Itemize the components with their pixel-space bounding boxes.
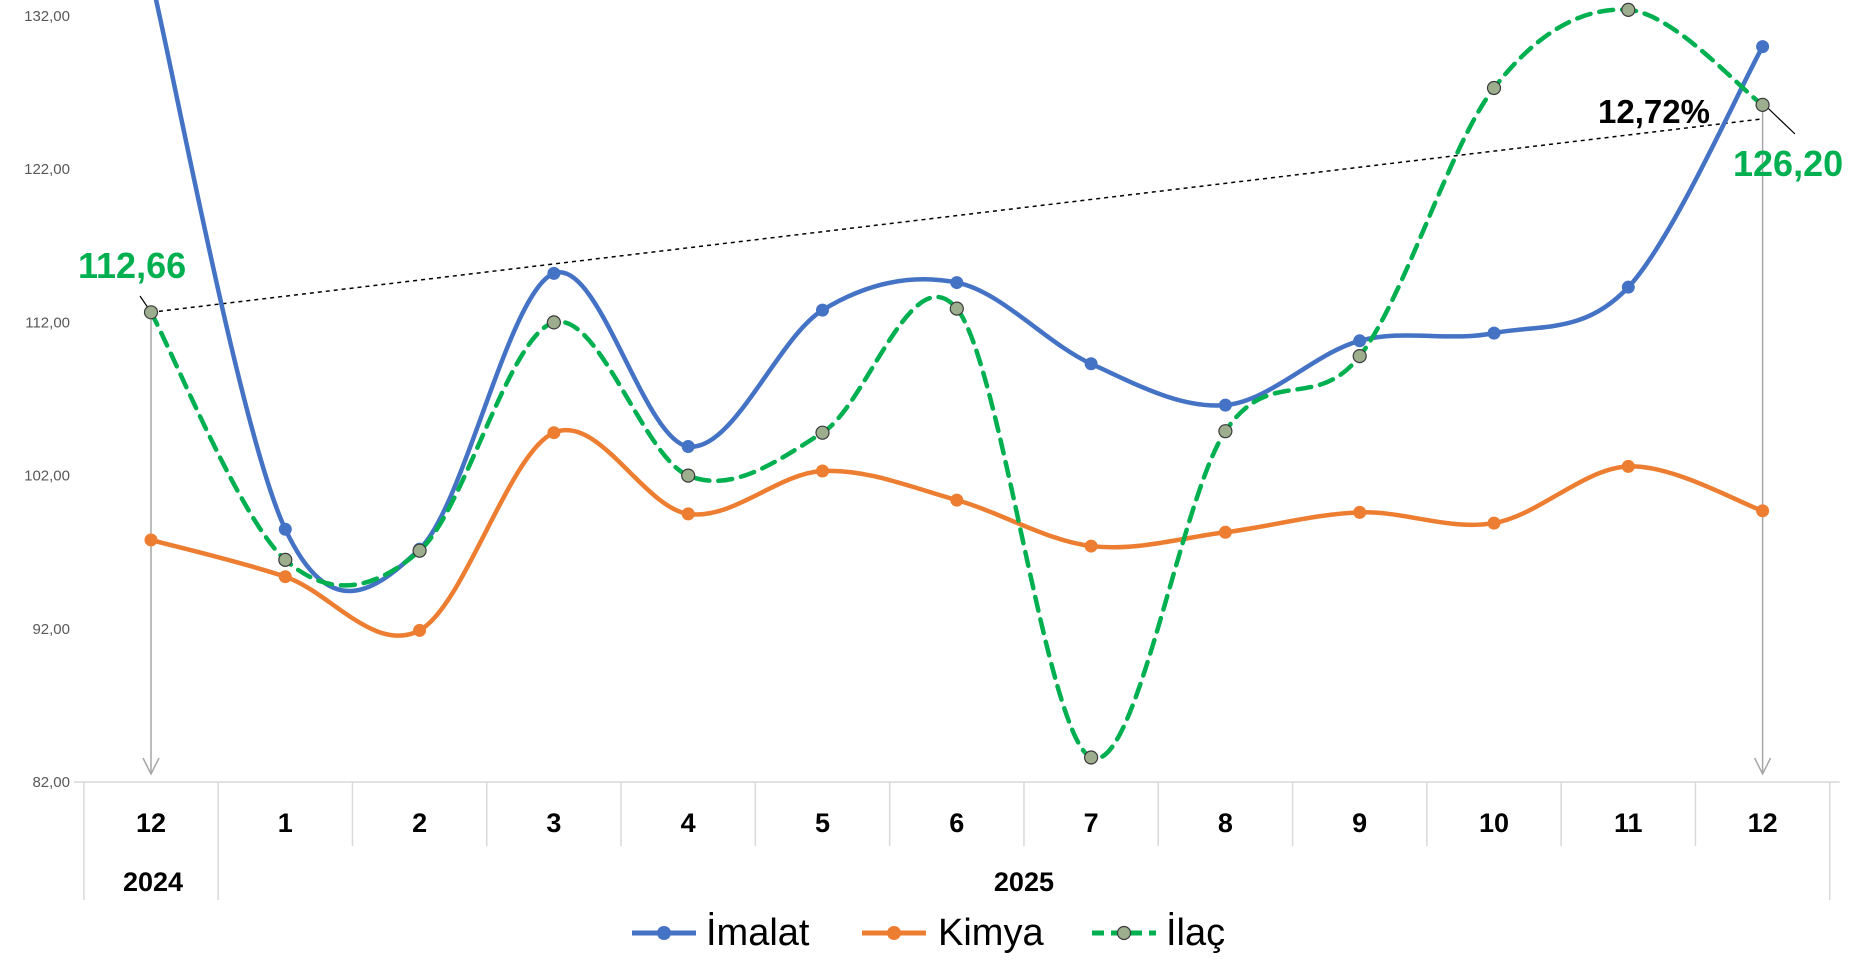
series-2-point (949, 301, 964, 316)
legend-label: İlaç (1166, 911, 1225, 954)
y-tick-label: 92,00 (32, 621, 70, 638)
series-2-point (1755, 97, 1770, 112)
legend-swatch-marker (1116, 925, 1132, 941)
series-0-point (1756, 40, 1770, 54)
x-tick-label: 11 (1614, 808, 1643, 838)
series-1-line (148, 428, 1765, 638)
series-1-point (413, 623, 427, 637)
end-value-label: 126,20 (1733, 143, 1843, 184)
legend-label: Kimya (938, 912, 1044, 954)
series-0-point (547, 266, 561, 280)
series-2-point (1486, 80, 1502, 96)
series-1-point (950, 493, 964, 507)
series-lines (143, 0, 1770, 765)
x-tick-label: 6 (949, 808, 964, 838)
y-tick-label: 112,00 (25, 314, 70, 331)
series-2-point (1083, 750, 1099, 765)
series-1-point (547, 426, 561, 440)
annotation-labels: 112,66 126,20 12,72% (78, 93, 1843, 286)
series-1-point (144, 533, 158, 547)
y-tick-label: 82,00 (32, 774, 70, 791)
legend: İmalat Kimya İlaç (632, 911, 1225, 954)
series-2-line (148, 7, 1765, 761)
y-tick-label: 122,00 (24, 161, 70, 178)
end-leader-line (1766, 106, 1796, 135)
series-1-point (1756, 504, 1770, 518)
series-0-point (1353, 334, 1367, 348)
y-tick-label: 102,00 (24, 468, 70, 485)
x-tick-label: 4 (681, 808, 696, 838)
series-2-point (546, 315, 562, 330)
series-1-point (681, 507, 695, 521)
y-tick-label: 132,00 (24, 8, 70, 25)
series-0-point (950, 276, 964, 290)
legend-label: İmalat (706, 911, 810, 954)
series-0-point (1487, 326, 1501, 340)
legend-swatch-marker (887, 926, 901, 940)
series-1-point (278, 570, 292, 584)
x-tick-label: 12 (136, 808, 166, 838)
x-tick-label: 3 (546, 808, 561, 838)
x-tick-label: 9 (1352, 808, 1367, 838)
x-axis (73, 781, 1840, 900)
legend-swatch-marker (657, 926, 671, 940)
y-axis-ticks: 82,00 92,00 102,00 112,00 122,00 132,00 (24, 8, 70, 791)
x-tick-label: 12 (1748, 808, 1778, 838)
series-1-point (816, 464, 829, 478)
trend-dashed-line (150, 118, 1763, 314)
series-2-point (815, 425, 830, 440)
series-1-point (1218, 525, 1232, 539)
series-1-point (1621, 459, 1635, 473)
start-value-label: 112,66 (78, 245, 186, 286)
series-1-point (1487, 516, 1501, 530)
series-0-point (1084, 357, 1098, 371)
series-2-point (412, 543, 427, 558)
series-2-point (1352, 349, 1367, 364)
series-2-point (143, 305, 159, 320)
series-0-point (1218, 398, 1232, 412)
x-tick-label: 5 (815, 808, 830, 838)
x-tick-label: 10 (1479, 808, 1509, 838)
series-2-point (278, 552, 293, 567)
drop-arrow-head (1753, 757, 1772, 776)
series-0-point (1621, 280, 1635, 294)
series-0-point (681, 439, 695, 453)
x-tick-label: 7 (1084, 808, 1099, 838)
x-tick-label: 1 (278, 808, 293, 838)
series-0-point (816, 303, 829, 317)
series-1-point (1084, 539, 1098, 553)
series-0-point (278, 522, 292, 536)
x-tick-label: 8 (1218, 808, 1233, 838)
year-label: 2025 (994, 867, 1054, 897)
series-2-point (1621, 2, 1636, 17)
series-2-point (1218, 424, 1233, 439)
trend-annotations (139, 104, 1796, 776)
drop-arrow-head (142, 757, 160, 776)
year-label: 2024 (123, 867, 183, 897)
series-2-point (681, 468, 696, 483)
x-tick-label: 2 (412, 808, 427, 838)
change-percent-label: 12,72% (1598, 93, 1710, 130)
series-1-point (1353, 505, 1367, 519)
